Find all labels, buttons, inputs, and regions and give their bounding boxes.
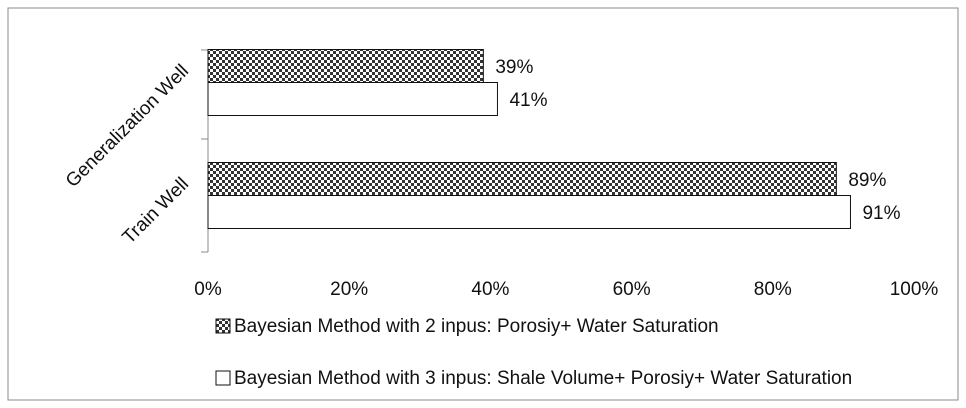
x-tick-label: 20% bbox=[330, 279, 368, 300]
bar bbox=[207, 195, 851, 229]
bar bbox=[207, 82, 498, 116]
value-label: 91% bbox=[862, 203, 900, 224]
legend-label: Bayesian Method with 2 inpus: Porosiy+ W… bbox=[234, 316, 719, 337]
value-label: 89% bbox=[848, 170, 886, 191]
x-tick-label: 80% bbox=[754, 279, 792, 300]
x-tick-label: 40% bbox=[471, 279, 509, 300]
bar bbox=[207, 49, 484, 83]
value-label: 39% bbox=[495, 57, 533, 78]
x-tick-label: 60% bbox=[613, 279, 651, 300]
legend-label: Bayesian Method with 3 inpus: Shale Volu… bbox=[234, 368, 852, 389]
x-tick-label: 100% bbox=[890, 279, 939, 300]
value-label: 41% bbox=[509, 90, 547, 111]
legend-swatch bbox=[215, 318, 231, 334]
x-tick-label: 0% bbox=[194, 279, 222, 300]
bar bbox=[207, 162, 837, 196]
legend-swatch bbox=[215, 370, 231, 386]
